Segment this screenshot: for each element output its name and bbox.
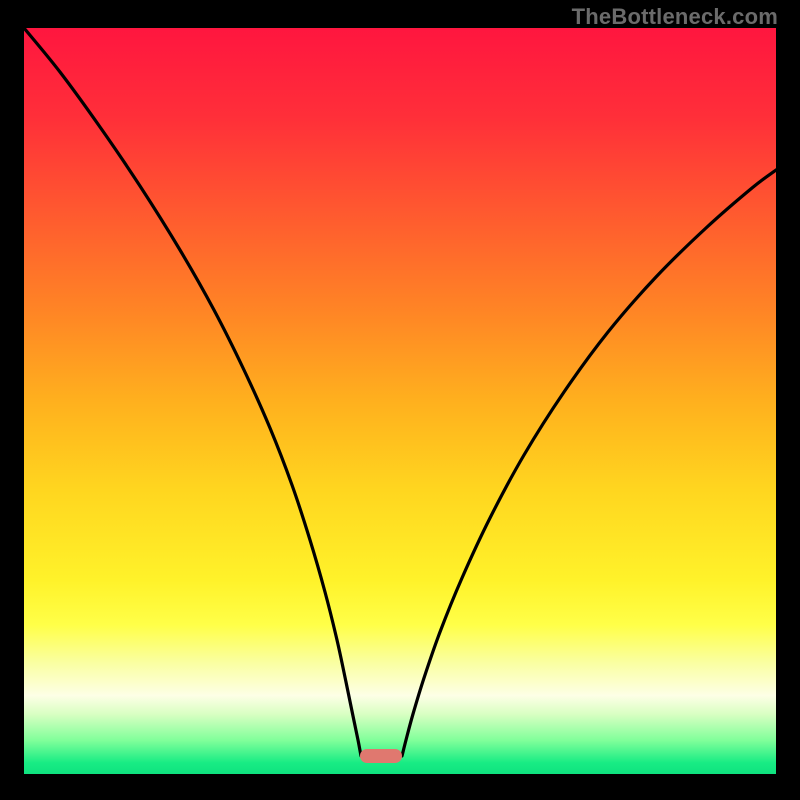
watermark-text: TheBottleneck.com (572, 4, 778, 30)
gradient-background (24, 28, 776, 774)
plot-svg (0, 0, 800, 800)
chart-container: { "watermark": { "text": "TheBottleneck.… (0, 0, 800, 800)
vertex-marker (360, 749, 402, 763)
